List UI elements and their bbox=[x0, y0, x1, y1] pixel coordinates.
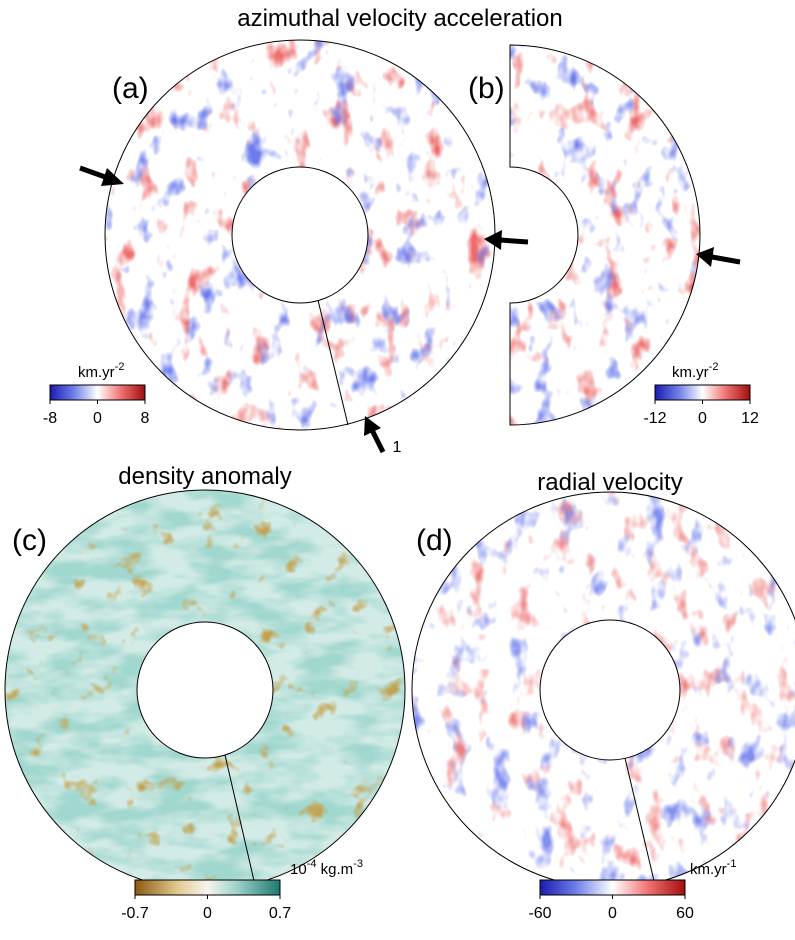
unit-text: kg.m bbox=[316, 861, 353, 878]
colorbar-unit: 10-4 kg.m-3 bbox=[290, 858, 363, 878]
arrow-label: 1 bbox=[393, 439, 402, 456]
colorbar-tick-label: -12 bbox=[643, 410, 666, 427]
colorbar-tick-label: 8 bbox=[141, 410, 150, 427]
panel-label: (c) bbox=[12, 524, 47, 557]
colorbar-tick-label: 12 bbox=[741, 410, 759, 427]
panel-label: (a) bbox=[112, 72, 149, 105]
unit-text: 10 bbox=[290, 861, 307, 878]
title: azimuthal velocity acceleration bbox=[237, 5, 563, 32]
arrows bbox=[79, 165, 741, 454]
colorbar bbox=[49, 384, 146, 401]
unit-exponent: -3 bbox=[353, 858, 363, 870]
panel-label: (d) bbox=[416, 524, 453, 557]
colorbar-unit: km.yr-2 bbox=[672, 361, 718, 381]
colorbar-unit: km.yr-2 bbox=[78, 361, 124, 381]
unit-exponent: -4 bbox=[307, 858, 317, 870]
colorbar-tick-label: 0 bbox=[93, 410, 102, 427]
colorbar bbox=[654, 384, 751, 401]
unit-exponent: -2 bbox=[115, 361, 125, 373]
colorbar bbox=[539, 879, 686, 896]
unit-text: km.yr bbox=[690, 861, 727, 878]
colorbar-tick-label: -8 bbox=[43, 410, 57, 427]
colorbar-tick-label: 0 bbox=[608, 905, 617, 922]
colorbar-tick-label: 0.7 bbox=[269, 905, 291, 922]
colorbar-tick-label: 60 bbox=[676, 905, 694, 922]
unit-exponent: -2 bbox=[709, 361, 719, 373]
colorbar-tick-label: 0 bbox=[203, 905, 212, 922]
title: density anomaly bbox=[118, 463, 291, 490]
colorbar-tick-label: 0 bbox=[698, 410, 707, 427]
colorbar-tick-label: -0.7 bbox=[121, 905, 149, 922]
panel-label: (b) bbox=[468, 72, 505, 105]
colorbar-tick-label: -60 bbox=[528, 905, 551, 922]
unit-exponent: -1 bbox=[727, 858, 737, 870]
colorbar-unit: km.yr-1 bbox=[690, 858, 736, 878]
unit-text: km.yr bbox=[672, 364, 709, 381]
unit-text: km.yr bbox=[78, 364, 115, 381]
colorbar bbox=[134, 879, 281, 896]
